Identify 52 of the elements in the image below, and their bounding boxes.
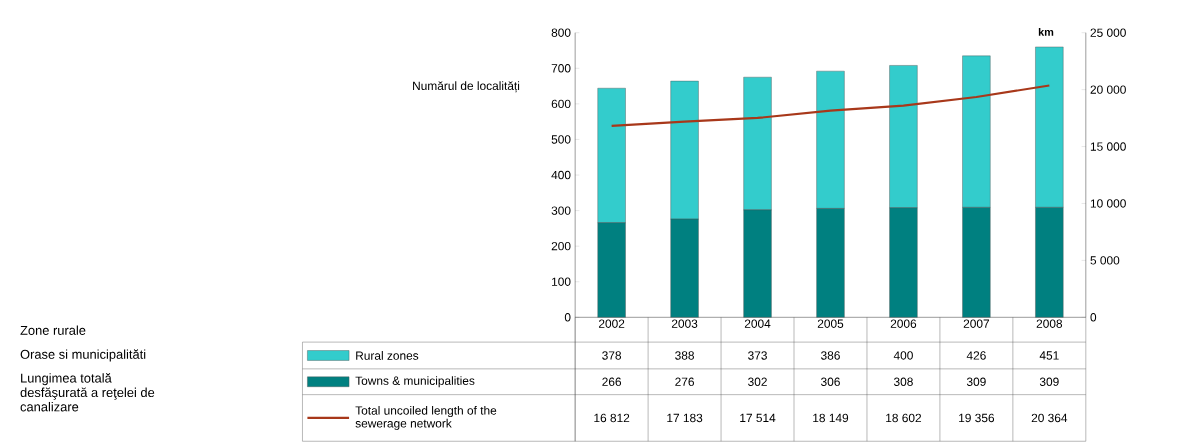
data-label: 378 <box>602 351 622 360</box>
y-tick-label: 100 <box>552 277 571 286</box>
y2-tick-label: 0 <box>1090 312 1097 322</box>
text: Orase si municipalităti <box>20 349 146 362</box>
x-tick-label: 2006 <box>890 319 917 328</box>
line-series <box>610 84 1051 127</box>
legend-label: Total uncoiled length of the sewerage network <box>355 405 497 430</box>
x-tick-label: 2003 <box>671 319 698 328</box>
text: 16 812 <box>594 413 630 423</box>
y-tick-label: 800 <box>551 28 571 37</box>
y-tick-label: 200 <box>551 241 571 251</box>
data-label: 302 <box>748 377 767 386</box>
text: Zone rurale <box>20 325 86 335</box>
y-tick-label: 500 <box>551 135 571 144</box>
data-label: 426 <box>966 351 986 360</box>
y2-tick-label: 20 000 <box>1090 85 1126 94</box>
data-label: 306 <box>821 377 840 386</box>
y2-tick-label: 25 000 <box>1090 28 1126 37</box>
data-label: 309 <box>1039 377 1059 386</box>
x-tick-label: 2002 <box>598 319 625 328</box>
y-tick-label: 600 <box>551 99 571 108</box>
y2-tick-label: 10 000 <box>1090 199 1126 208</box>
x-tick-label: 2008 <box>1036 319 1063 328</box>
y-tick-label: 400 <box>551 170 571 180</box>
data-label: 388 <box>675 351 694 360</box>
y-tick-label: 0 <box>564 312 571 322</box>
legend-label: Towns & municipalities <box>355 376 475 388</box>
y-tick-label: 300 <box>551 206 571 215</box>
y2-tick-label: 15 000 <box>1090 142 1126 151</box>
x-tick-label: 2007 <box>963 319 990 328</box>
y-tick-label: 700 <box>551 63 571 73</box>
y2-tick-label: 5 000 <box>1090 256 1120 265</box>
text: 19 356 <box>959 413 995 423</box>
legend-label: Rural zones <box>356 351 419 360</box>
data-label: 373 <box>748 351 767 360</box>
x-tick-label: 2004 <box>744 319 771 328</box>
text: 17 514 <box>740 413 776 422</box>
data-label: 276 <box>675 377 694 386</box>
text: 17 183 <box>667 413 703 423</box>
y-axis-title: Numărul de localități <box>413 81 520 93</box>
data-label: 386 <box>821 351 840 360</box>
text: 20 364 <box>1031 413 1068 423</box>
data-label: 309 <box>966 377 986 386</box>
data-label: 400 <box>893 351 913 360</box>
text: Lungimea totală desfăşurată a reţelei de canalizare <box>20 372 155 412</box>
data-label: 266 <box>602 377 622 386</box>
data-label: 451 <box>1039 351 1059 360</box>
text: 18 602 <box>886 413 922 423</box>
data-label: 308 <box>893 377 913 386</box>
y2-axis-title: km <box>1038 27 1054 36</box>
x-tick-label: 2005 <box>817 319 844 328</box>
text: 18 149 <box>813 413 849 423</box>
